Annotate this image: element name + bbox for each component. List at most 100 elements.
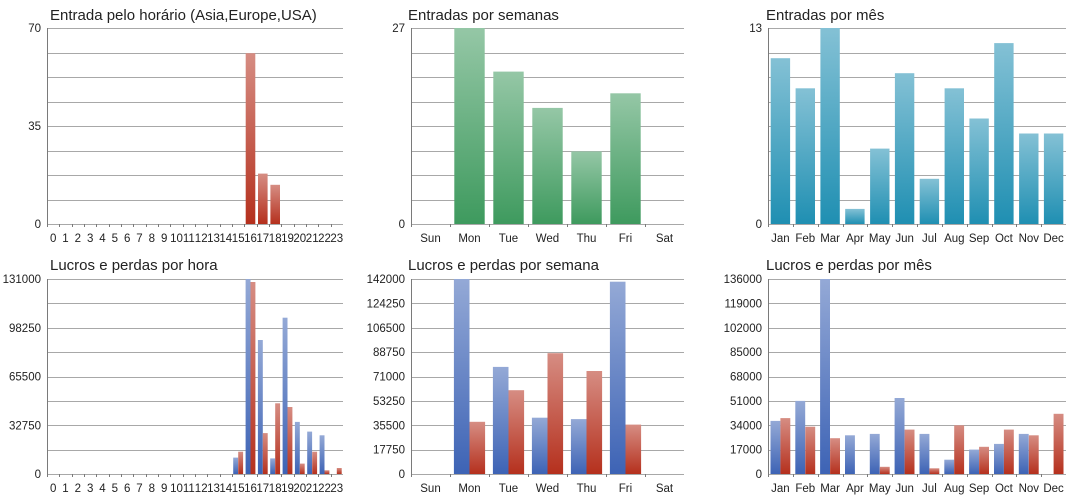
bar (245, 53, 256, 225)
x-tick-label: 10 (170, 233, 183, 245)
x-tick-label: 6 (124, 483, 130, 495)
y-tick-label: 70 (28, 23, 41, 35)
bar (1018, 433, 1029, 474)
y-tick-label: 65500 (9, 372, 41, 384)
x-tick-label: Jul (922, 483, 937, 495)
bar (532, 107, 563, 224)
x-tick-label: Thu (577, 483, 597, 495)
bar (336, 468, 342, 474)
bar (610, 93, 641, 224)
x-tick-label: 9 (161, 483, 167, 495)
chart-title: Lucros e perdas por semana (408, 257, 600, 274)
x-tick-label: Jun (895, 483, 914, 495)
x-tick-label: Nov (1019, 233, 1040, 245)
y-tick-label: 32750 (9, 420, 41, 432)
y-tick-label: 71000 (373, 372, 405, 384)
x-tick-label: Aug (944, 483, 964, 495)
bar (270, 458, 276, 474)
bar (469, 421, 486, 474)
x-tick-label: Dec (1043, 483, 1064, 495)
x-tick-label: 17 (256, 483, 269, 495)
y-tick-label: 0 (756, 469, 762, 481)
bar (919, 433, 930, 474)
y-tick-label: 88750 (373, 347, 405, 359)
x-tick-label: Mon (458, 233, 480, 245)
x-tick-label: Oct (995, 483, 1014, 495)
x-tick-label: 1 (62, 483, 68, 495)
x-tick-label: 0 (50, 483, 56, 495)
x-tick-label: 11 (183, 483, 195, 495)
chart-title: Lucros e perdas por mês (766, 257, 932, 274)
x-tick-label: Nov (1019, 483, 1040, 495)
x-tick-label: 17 (256, 233, 269, 245)
y-tick-label: 17750 (373, 445, 405, 457)
bar (275, 403, 281, 474)
x-tick-label: Jan (771, 233, 790, 245)
y-tick-label: 0 (35, 219, 41, 231)
y-tick-label: 34000 (730, 420, 762, 432)
bar (820, 28, 840, 224)
x-tick-label: 23 (330, 233, 343, 245)
x-tick-label: Feb (795, 233, 815, 245)
bar (625, 424, 642, 474)
y-tick-label: 0 (399, 469, 405, 481)
bar (820, 279, 830, 474)
bar (294, 421, 300, 474)
bar (969, 118, 989, 224)
y-tick-label: 102000 (724, 323, 762, 335)
x-tick-label: 16 (244, 483, 257, 495)
x-tick-label: 1 (62, 233, 68, 245)
y-tick-label: 98250 (9, 323, 41, 335)
bar (299, 463, 305, 474)
chart-title: Lucros e perdas por hora (50, 257, 218, 274)
bar (795, 400, 806, 474)
y-tick-label: 68000 (730, 372, 762, 384)
bar (282, 317, 288, 474)
bar (245, 279, 251, 474)
x-tick-label: 10 (170, 483, 183, 495)
x-tick-label: Fri (619, 233, 632, 245)
bar (570, 419, 587, 474)
bar (869, 433, 880, 474)
x-tick-label: 3 (87, 233, 93, 245)
x-tick-label: Jan (771, 483, 790, 495)
x-tick-label: Mar (820, 483, 840, 495)
bar (805, 426, 816, 474)
x-tick-label: Tue (499, 483, 518, 495)
bar (319, 435, 325, 474)
bar (258, 173, 268, 224)
x-tick-label: 19 (281, 233, 294, 245)
chart-title: Entradas por mês (766, 7, 884, 24)
x-tick-label: 14 (219, 483, 232, 495)
bar (250, 282, 256, 474)
x-tick-label: Dec (1043, 233, 1064, 245)
chart-title: Entradas por semanas (408, 7, 559, 24)
y-tick-label: 124250 (367, 298, 405, 310)
bar (586, 371, 603, 474)
y-tick-label: 0 (756, 219, 762, 231)
x-tick-label: 11 (183, 233, 195, 245)
x-tick-label: 0 (50, 233, 56, 245)
y-tick-label: 35500 (373, 420, 405, 432)
bar (1028, 435, 1039, 474)
x-tick-label: Mar (820, 233, 840, 245)
bar (780, 418, 791, 474)
y-tick-label: 142000 (367, 274, 405, 286)
x-tick-label: 8 (149, 233, 155, 245)
chart-5: Lucros e perdas por semana 0 17750 35500 532… (367, 257, 684, 495)
x-tick-label: 7 (136, 233, 142, 245)
x-tick-label: Feb (795, 483, 815, 495)
x-tick-label: 23 (330, 483, 343, 495)
bar (1053, 413, 1064, 474)
x-tick-label: 21 (306, 233, 319, 245)
x-tick-label: 12 (195, 483, 208, 495)
bar (994, 43, 1014, 224)
bar (571, 151, 602, 224)
x-tick-label: 2 (75, 233, 81, 245)
x-tick-label: 22 (318, 483, 331, 495)
chart-1: Entrada pelo horário (Asia,Europe,USA) 0 3… (28, 7, 343, 245)
x-tick-label: 18 (269, 233, 282, 245)
bar (929, 468, 940, 474)
y-tick-label: 136000 (724, 274, 762, 286)
x-tick-label: 22 (318, 233, 331, 245)
